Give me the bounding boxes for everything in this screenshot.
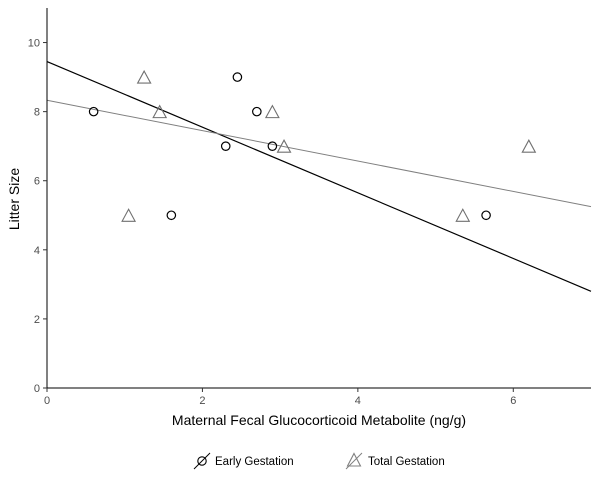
point-early-gestation xyxy=(232,72,243,82)
x-tick-label: 0 xyxy=(44,395,50,407)
data-points xyxy=(88,69,537,222)
legend-line-total-gestation xyxy=(345,452,363,470)
point-early-gestation xyxy=(267,141,278,151)
point-total-gestation xyxy=(264,104,280,119)
point-early-gestation xyxy=(220,141,231,151)
legend-item-early-gestation: Early Gestation xyxy=(193,452,294,470)
legend: Early Gestation Total Gestation xyxy=(193,452,445,470)
axes xyxy=(46,8,591,389)
fit-line-total-gestation xyxy=(46,99,592,208)
legend-label-total-gestation: Total Gestation xyxy=(368,456,445,468)
point-early-gestation xyxy=(88,106,99,117)
point-total-gestation xyxy=(521,139,537,153)
y-axis-title: Litter Size xyxy=(6,168,22,230)
fit-lines xyxy=(46,60,592,292)
legend-line-early-gestation xyxy=(193,452,211,470)
y-tick-label: 2 xyxy=(34,314,40,326)
legend-triangle-icon xyxy=(346,452,362,467)
y-tick-label: 6 xyxy=(34,176,40,188)
legend-circle-icon xyxy=(197,456,207,466)
x-axis-title: Maternal Fecal Glucocorticoid Metabolite… xyxy=(172,412,466,428)
axis-ticks: 0 2 4 6 0 2 4 6 8 10 xyxy=(28,38,517,407)
y-tick-label: 10 xyxy=(28,38,40,50)
y-tick-label: 8 xyxy=(34,107,40,119)
point-total-gestation xyxy=(276,139,292,153)
legend-label-early-gestation: Early Gestation xyxy=(215,456,294,468)
point-total-gestation xyxy=(121,208,137,222)
legend-item-total-gestation: Total Gestation xyxy=(345,452,445,470)
y-tick-label: 4 xyxy=(34,245,40,257)
y-tick-label: 0 xyxy=(34,383,40,395)
point-total-gestation xyxy=(152,104,168,119)
x-tick-label: 2 xyxy=(199,395,205,407)
x-tick-label: 4 xyxy=(355,395,361,407)
point-early-gestation xyxy=(252,106,262,117)
x-tick-label: 6 xyxy=(510,395,516,407)
point-early-gestation xyxy=(481,210,491,221)
point-early-gestation xyxy=(166,210,177,221)
point-total-gestation xyxy=(455,208,471,222)
point-total-gestation xyxy=(136,69,152,84)
fit-line-early-gestation xyxy=(46,60,592,292)
